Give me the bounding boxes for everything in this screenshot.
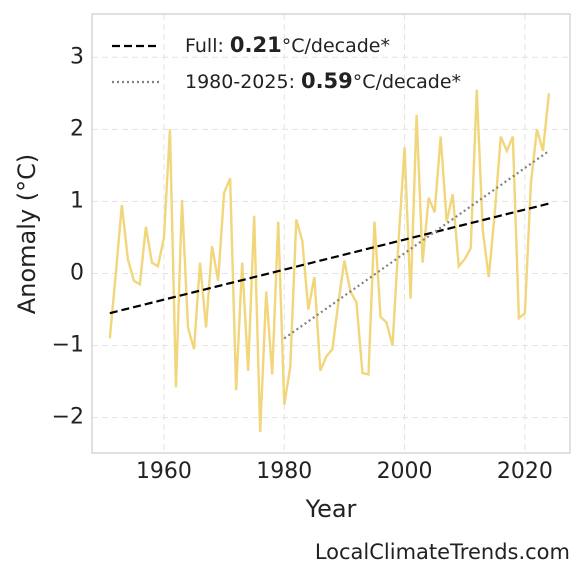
y-tick-label: 2 bbox=[70, 116, 84, 141]
data-line bbox=[108, 89, 551, 433]
legend-rate: 0.59 bbox=[301, 69, 353, 93]
x-tick-label: 1960 bbox=[136, 459, 192, 484]
plot-frame bbox=[91, 13, 571, 454]
y-tick-label: 1 bbox=[70, 188, 84, 213]
legend-name: 1980-2025: bbox=[185, 71, 295, 93]
y-tick-label: 0 bbox=[70, 261, 84, 286]
x-tick-label: 2020 bbox=[497, 459, 553, 484]
legend-rate: 0.21 bbox=[230, 33, 282, 57]
y-axis-label: Anomaly (°C) bbox=[13, 154, 41, 314]
legend-name: Full: bbox=[185, 35, 224, 57]
x-tick-label: 1980 bbox=[256, 459, 312, 484]
trend-line bbox=[283, 150, 550, 340]
legend-label: 1980-2025: 0.59°C/decade* bbox=[185, 69, 461, 93]
source: LocalClimateTrends.com bbox=[315, 540, 570, 564]
x-axis-label: Year bbox=[305, 495, 357, 523]
x-tick-label: 2000 bbox=[377, 459, 433, 484]
legend-label: Full: 0.21°C/decade* bbox=[185, 33, 390, 57]
y-tick-label: 3 bbox=[70, 44, 84, 69]
trend-line bbox=[109, 202, 550, 315]
legend-unit: °C/decade* bbox=[282, 35, 390, 57]
y-tick-label: −2 bbox=[52, 405, 84, 430]
legend-unit: °C/decade* bbox=[353, 71, 461, 93]
y-tick-label: −1 bbox=[52, 333, 84, 358]
